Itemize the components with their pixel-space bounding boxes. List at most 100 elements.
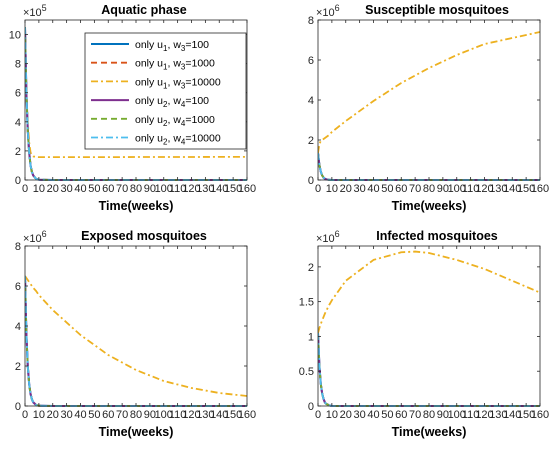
x-tick-label: 150 (224, 409, 242, 421)
x-axis-label: Time(weeks) (99, 425, 174, 439)
x-tick-label: 70 (409, 183, 421, 195)
x-tick-label: 110 (169, 409, 187, 421)
x-tick-label: 110 (462, 409, 480, 421)
legend-text-part: =1000 (185, 114, 215, 126)
x-tick-label: 40 (367, 183, 379, 195)
legend-subscript: 3 (181, 81, 186, 90)
y-tick-label: 10 (9, 30, 21, 42)
y-tick-label: 6 (15, 88, 21, 100)
legend-subscript: 1 (163, 63, 168, 72)
y-tick-label: 2 (15, 146, 21, 158)
subplot-4: 0 10 20 30 40 50 60 70 80 90100110120130140150160… (299, 229, 549, 439)
legend-subscript: 2 (163, 119, 168, 128)
x-axis-label: Time(weeks) (99, 199, 174, 213)
legend-label: only u2, w4=100 (135, 95, 209, 109)
x-tick-label: 120 (475, 183, 493, 195)
x-tick-label: 160 (531, 409, 549, 421)
x-tick-label: 40 (367, 409, 379, 421)
legend-text-part: , w (167, 133, 181, 145)
x-tick-label: 130 (489, 409, 507, 421)
x-tick-label: 130 (196, 183, 214, 195)
legend-text-part: =10000 (185, 76, 220, 88)
y-tick-label: 8 (308, 15, 314, 27)
x-tick-label: 70 (409, 409, 421, 421)
y-tick-label: 0 (15, 175, 21, 187)
legend-label: only u2, w4=10000 (135, 133, 221, 147)
legend-label: only u1, w3=1000 (135, 58, 215, 72)
x-tick-label: 80 (130, 409, 142, 421)
legend-subscript: 4 (181, 100, 186, 109)
y-tick-label: 1 (308, 331, 314, 343)
series-line-3 (318, 250, 540, 334)
legend-text-part: =1000 (185, 58, 215, 70)
plot-area (318, 246, 540, 406)
x-tick-label: 140 (503, 409, 521, 421)
x-tick-label: 160 (238, 409, 256, 421)
x-tick-label: 10 (33, 183, 45, 195)
x-tick-label: 30 (354, 409, 366, 421)
y-multiplier-exponent: 6 (335, 3, 340, 13)
y-multiplier-exponent: 5 (42, 3, 47, 13)
legend-box (84, 32, 247, 150)
y-multiplier: ×106 (23, 229, 47, 245)
legend-label: only u2, w4=1000 (135, 114, 215, 128)
y-tick-label: 0 (308, 401, 314, 413)
x-tick-label: 20 (47, 409, 59, 421)
x-tick-label: 130 (196, 409, 214, 421)
legend-subscript: 1 (163, 44, 168, 53)
legend-text-part: only u (135, 39, 163, 51)
x-tick-label: 150 (517, 183, 535, 195)
x-tick-label: 30 (61, 409, 73, 421)
legend-text-part: , w (167, 76, 181, 88)
plot-area (25, 246, 247, 406)
x-tick-label: 30 (354, 183, 366, 195)
x-tick-label: 60 (102, 409, 114, 421)
legend-subscript: 3 (181, 44, 186, 53)
x-tick-label: 140 (210, 183, 228, 195)
legend-text-part: only u (135, 58, 163, 70)
y-tick-label: 4 (15, 117, 21, 129)
x-tick-label: 0 (22, 409, 28, 421)
legend-label: only u1, w3=100 (135, 39, 209, 53)
legend-text-part: , w (167, 58, 181, 70)
x-tick-label: 110 (169, 183, 187, 195)
x-tick-label: 140 (210, 409, 228, 421)
x-tick-label: 90 (144, 183, 156, 195)
x-tick-label: 50 (88, 409, 100, 421)
y-multiplier: ×106 (316, 3, 340, 19)
legend-subscript: 1 (163, 81, 168, 90)
x-tick-label: 20 (340, 409, 352, 421)
x-tick-label: 40 (74, 183, 86, 195)
legend-text-part: =100 (185, 95, 209, 107)
plot-title: Exposed mosquitoes (81, 229, 207, 243)
x-tick-label: 60 (102, 183, 114, 195)
plot-title: Susceptible mosquitoes (365, 3, 509, 17)
x-tick-label: 30 (61, 183, 73, 195)
x-tick-label: 70 (116, 409, 128, 421)
y-multiplier-exponent: 6 (42, 229, 47, 239)
y-tick-label: 0.5 (299, 366, 314, 378)
x-tick-label: 100 (448, 183, 466, 195)
plot-title: Aquatic phase (101, 3, 186, 17)
legend-text-part: =100 (185, 39, 209, 51)
x-tick-label: 60 (395, 409, 407, 421)
x-tick-label: 130 (489, 183, 507, 195)
legend-text-part: only u (135, 114, 163, 126)
x-tick-label: 20 (47, 183, 59, 195)
x-tick-label: 10 (326, 183, 338, 195)
plot-area (318, 20, 540, 180)
x-tick-label: 160 (238, 183, 256, 195)
x-tick-label: 120 (182, 409, 200, 421)
x-tick-label: 90 (437, 409, 449, 421)
subplot-1: 0 10 20 30 40 50 60 70 80 90100110120130140150160… (9, 3, 256, 213)
x-tick-label: 10 (326, 409, 338, 421)
x-tick-label: 160 (531, 183, 549, 195)
legend-label: only u1, w3=10000 (135, 76, 221, 90)
y-tick-label: 6 (15, 281, 21, 293)
x-tick-label: 0 (315, 409, 321, 421)
legend-subscript: 4 (181, 119, 186, 128)
x-tick-label: 100 (448, 409, 466, 421)
x-axis-label: Time(weeks) (392, 199, 467, 213)
